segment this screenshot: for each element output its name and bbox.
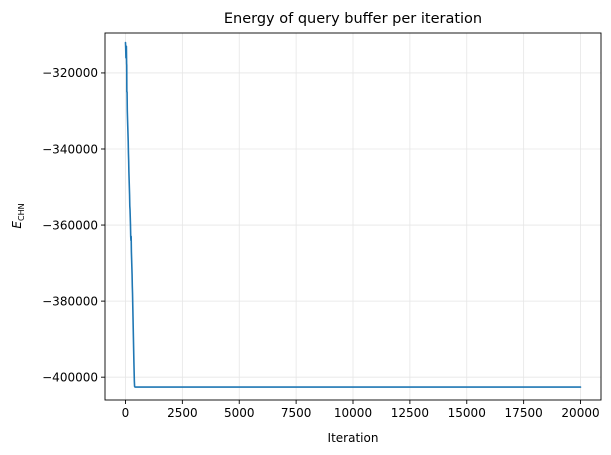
x-axis-label: Iteration [328, 431, 379, 445]
series-line [124, 41, 582, 388]
y-tick-label: −340000 [42, 142, 98, 156]
x-tick-label: 7500 [281, 406, 312, 420]
y-tick-label: −400000 [42, 370, 98, 384]
x-tick-label: 12500 [391, 406, 429, 420]
x-axis: 0 2500 5000 7500 10000 12500 15000 17500 20000 [122, 400, 600, 420]
y-tick-label: −380000 [42, 294, 98, 308]
x-tick-label: 0 [122, 406, 130, 420]
y-axis-label: ECHN [10, 203, 26, 228]
y-tick-label: −360000 [42, 218, 98, 232]
x-tick-label: 10000 [334, 406, 372, 420]
x-tick-label: 15000 [448, 406, 486, 420]
y-tick-label: −320000 [42, 66, 98, 80]
x-tick-label: 17500 [505, 406, 543, 420]
x-tick-label: 20000 [561, 406, 599, 420]
y-axis: −320000 −340000 −360000 −380000 −400000 [42, 66, 105, 384]
chart-title: Energy of query buffer per iteration [224, 11, 482, 27]
series-layer [124, 41, 582, 388]
y-axis-label-sub: CHN [17, 203, 26, 221]
y-axis-label-main: E [10, 221, 24, 229]
x-tick-label: 2500 [167, 406, 198, 420]
x-tick-label: 5000 [224, 406, 255, 420]
grid-layer [105, 33, 601, 400]
